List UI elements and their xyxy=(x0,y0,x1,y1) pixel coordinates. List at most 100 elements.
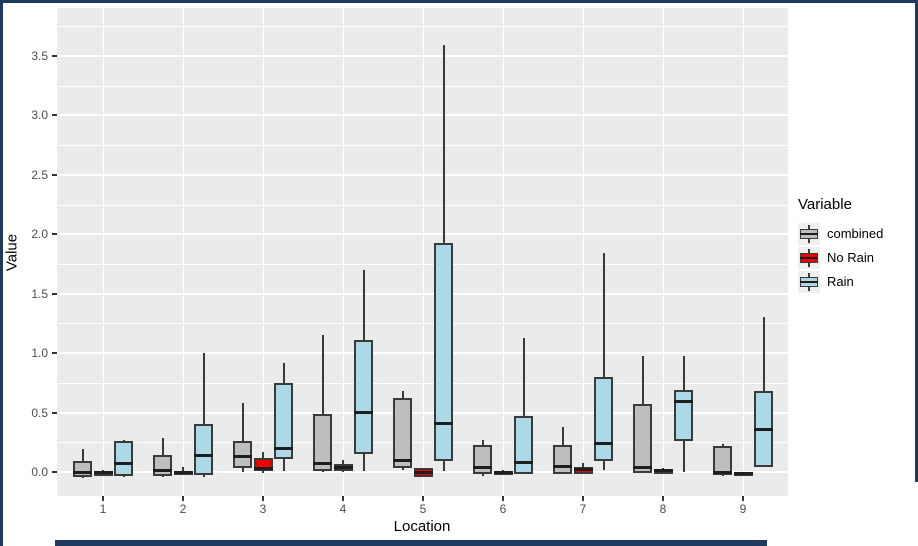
median-rain-loc3 xyxy=(274,446,293,450)
y-tick-label: 0.5 xyxy=(31,405,48,420)
x-tick-label: 6 xyxy=(499,502,507,516)
x-tick-label: 1 xyxy=(99,502,107,516)
y-tick-label: 3.5 xyxy=(31,48,48,63)
x-tick-mark xyxy=(582,496,584,501)
legend-key-rain-boxplot-icon xyxy=(798,270,820,293)
legend: Variable combined No Rain Rain xyxy=(798,196,916,294)
gridline-major-x xyxy=(502,8,504,496)
median-combined-loc7 xyxy=(553,464,572,468)
box-combined-loc9 xyxy=(713,445,732,476)
box-rain-loc8 xyxy=(674,390,693,442)
x-tick-label: 4 xyxy=(339,502,347,516)
median-no-rain-loc9 xyxy=(733,471,753,475)
y-tick-mark xyxy=(52,292,57,295)
gridline-major-x xyxy=(182,8,184,496)
box-rain-loc6 xyxy=(514,416,533,475)
y-tick-label: 2.0 xyxy=(31,227,48,242)
y-tick-mark xyxy=(52,352,57,355)
gridline-major-x xyxy=(422,8,424,496)
legend-key-no-rain-boxplot-icon xyxy=(798,246,820,269)
median-no-rain-loc2 xyxy=(173,470,193,474)
box-combined-loc7 xyxy=(553,444,572,475)
whisker-combined-loc3 xyxy=(241,403,244,472)
whisker-combined-loc4 xyxy=(321,335,324,472)
median-combined-loc4 xyxy=(313,462,332,466)
box-combined-loc5 xyxy=(393,398,412,469)
median-combined-loc1 xyxy=(73,470,92,474)
y-tick-mark xyxy=(52,114,57,117)
median-combined-loc5 xyxy=(393,458,412,462)
legend-key-median xyxy=(800,280,818,283)
y-tick-label: 1.0 xyxy=(31,346,48,361)
gridline-major-x xyxy=(262,8,264,496)
median-no-rain-loc8 xyxy=(653,469,673,473)
legend-entry-rain: Rain xyxy=(798,270,916,293)
box-combined-loc2 xyxy=(153,455,172,476)
median-combined-loc2 xyxy=(153,469,172,473)
box-rain-loc5 xyxy=(434,242,453,462)
gridline-major-x xyxy=(582,8,584,496)
box-combined-loc8 xyxy=(633,404,652,474)
median-rain-loc5 xyxy=(434,421,453,425)
legend-entry-label: Rain xyxy=(827,274,854,289)
box-rain-loc2 xyxy=(194,424,213,476)
y-tick-mark xyxy=(52,233,57,236)
median-no-rain-loc7 xyxy=(573,468,593,472)
y-tick-label: 1.5 xyxy=(31,286,48,301)
x-tick-mark xyxy=(182,496,184,501)
median-rain-loc2 xyxy=(194,453,213,457)
box-rain-loc3 xyxy=(274,382,293,459)
legend-entry-combined: combined xyxy=(798,222,916,245)
whisker-rain-loc2 xyxy=(202,353,205,477)
median-rain-loc9 xyxy=(754,427,773,431)
legend-entry-label: combined xyxy=(827,226,884,241)
y-tick-mark xyxy=(52,471,57,473)
box-combined-loc4 xyxy=(313,413,332,471)
legend-key-combined-boxplot-icon xyxy=(798,222,820,245)
legend-title: Variable xyxy=(798,196,852,213)
median-rain-loc4 xyxy=(354,411,373,415)
x-tick-mark xyxy=(422,496,424,501)
x-tick-label: 8 xyxy=(659,502,667,516)
box-rain-loc4 xyxy=(354,340,373,455)
median-rain-loc6 xyxy=(514,461,533,464)
y-tick-label: 2.5 xyxy=(31,167,48,182)
box-rain-loc7 xyxy=(594,376,613,462)
x-tick-mark xyxy=(742,496,744,501)
median-no-rain-loc3 xyxy=(253,466,273,470)
x-tick-mark xyxy=(662,496,664,501)
median-no-rain-loc4 xyxy=(333,465,353,469)
x-tick-label: 5 xyxy=(419,502,427,516)
median-rain-loc1 xyxy=(114,462,133,466)
x-tick-mark xyxy=(262,496,264,501)
median-rain-loc7 xyxy=(594,442,613,445)
legend-entries: combined No Rain Rain xyxy=(798,222,916,293)
x-tick-label: 2 xyxy=(179,502,187,516)
gridline-major-x xyxy=(102,8,104,496)
median-rain-loc8 xyxy=(674,400,693,404)
whisker-rain-loc6 xyxy=(522,337,525,475)
box-combined-loc3 xyxy=(233,441,252,469)
median-no-rain-loc6 xyxy=(493,470,513,474)
x-tick-label: 7 xyxy=(579,502,587,516)
median-combined-loc8 xyxy=(633,465,652,469)
y-tick-label: 0.0 xyxy=(31,465,48,479)
frame-border-right xyxy=(915,0,918,482)
whisker-rain-loc7 xyxy=(602,253,605,470)
y-tick-mark xyxy=(52,173,57,176)
box-combined-loc6 xyxy=(473,444,492,475)
box-combined-loc1 xyxy=(73,461,92,477)
x-tick-label: 3 xyxy=(259,502,267,516)
legend-key-median xyxy=(800,232,818,235)
plot-panel xyxy=(57,8,788,496)
frame-border-left xyxy=(0,0,3,546)
median-combined-loc9 xyxy=(713,470,732,474)
y-tick-mark xyxy=(52,411,57,414)
gridline-major-x xyxy=(742,8,744,496)
x-axis-title: Location xyxy=(393,518,451,535)
x-tick-mark xyxy=(102,496,104,501)
frame-border-bottom xyxy=(55,540,767,546)
median-combined-loc3 xyxy=(233,455,252,458)
y-tick-label: 3.0 xyxy=(31,108,48,123)
